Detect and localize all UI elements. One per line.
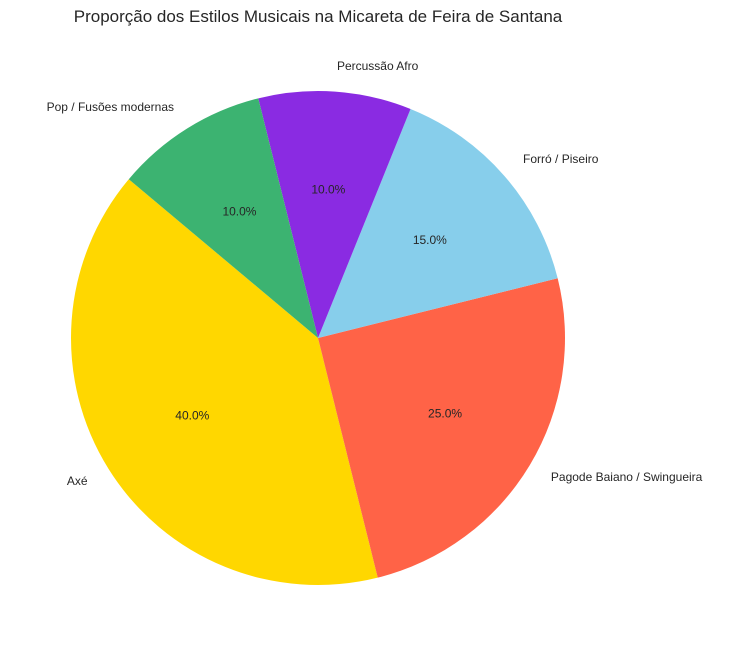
slice-percent-label: 15.0% [413, 233, 447, 247]
slice-category-label: Pop / Fusões modernas [47, 100, 174, 114]
slice-category-label: Forró / Piseiro [523, 152, 599, 166]
slice-category-label: Pagode Baiano / Swingueira [551, 470, 703, 484]
slice-category-label: Percussão Afro [337, 59, 419, 73]
pie-slice [258, 91, 411, 339]
pie-slices [70, 91, 565, 586]
pie-slice [128, 98, 318, 339]
chart-title: Proporção dos Estilos Musicais na Micare… [74, 7, 563, 26]
slice-percent-label: 40.0% [175, 409, 209, 423]
pie-slice [318, 278, 565, 578]
slice-category-label: Axé [67, 474, 88, 488]
pie-slice [70, 179, 378, 586]
pie-labels: Axé 40.0% Pagode Baiano / Swingueira 25.0% F… [47, 59, 703, 488]
pie-slice [318, 108, 558, 338]
slice-percent-label: 25.0% [428, 407, 462, 421]
slice-percent-label: 10.0% [311, 182, 345, 196]
slice-percent-label: 10.0% [222, 204, 256, 218]
